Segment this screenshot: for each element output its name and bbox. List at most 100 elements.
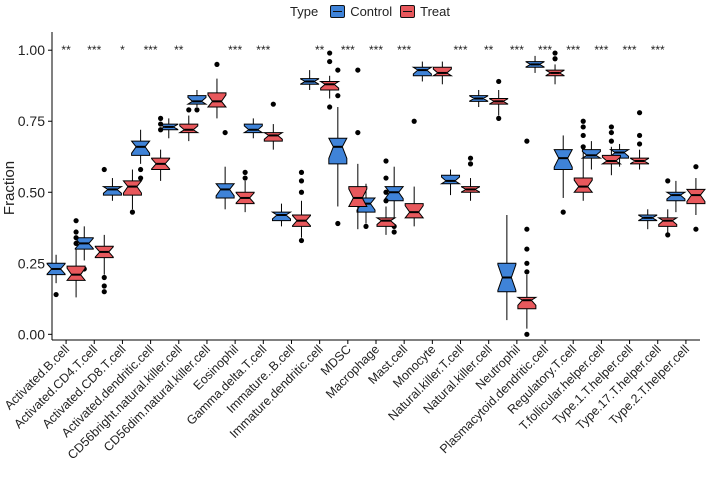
box-body	[411, 66, 434, 77]
box-body	[178, 123, 200, 134]
outlier-point	[335, 93, 341, 99]
outlier-point	[242, 175, 248, 181]
box-body	[439, 174, 462, 185]
box-treat	[94, 166, 114, 295]
outlier-point	[636, 132, 643, 139]
outlier-point	[222, 129, 228, 136]
outlier-point	[580, 144, 586, 150]
box-treat	[600, 124, 623, 176]
outlier-point	[580, 132, 586, 139]
box-control	[159, 118, 179, 139]
outlier-point	[270, 101, 276, 107]
box-treat	[545, 50, 565, 85]
box-body	[580, 149, 603, 159]
outlier-point	[383, 198, 389, 204]
outlier-point	[636, 110, 643, 116]
box-treat	[347, 67, 368, 230]
significance-label: ***	[256, 43, 270, 57]
box-body	[347, 186, 368, 207]
box-body	[270, 211, 293, 222]
significance-label: ***	[566, 43, 580, 57]
outlier-point	[73, 229, 79, 235]
significance-label: ***	[594, 43, 608, 57]
outlier-point	[411, 118, 417, 124]
box-treat	[657, 178, 679, 238]
legend-title: Type	[290, 3, 319, 19]
outlier-point	[129, 209, 136, 215]
box-treat	[489, 78, 509, 121]
box-body	[384, 186, 405, 202]
significance-label: **	[61, 43, 71, 57]
box-control	[130, 129, 151, 181]
legend-key-treat	[400, 4, 416, 18]
box-treat	[291, 169, 311, 244]
legend-key-control	[330, 4, 346, 18]
outlier-point	[355, 129, 361, 136]
significance-label: ***	[510, 43, 524, 57]
outlier-point	[214, 61, 220, 68]
significance-label: ***	[651, 43, 665, 57]
outlier-point	[327, 104, 333, 110]
box-treat	[66, 218, 87, 298]
box-body	[101, 186, 124, 196]
outlier-point	[524, 226, 530, 232]
box-treat	[404, 118, 425, 227]
legend-label-treat: Treat	[420, 3, 450, 19]
box-body	[685, 188, 706, 205]
box-control	[439, 169, 462, 196]
box-control	[242, 118, 265, 139]
box-body	[573, 177, 594, 193]
outlier-point	[383, 158, 389, 164]
box-body	[262, 132, 285, 142]
outlier-point	[186, 107, 192, 113]
y-axis-title: Fraction	[1, 161, 18, 215]
significance-label: ***	[228, 43, 242, 57]
outlier-point	[608, 129, 614, 136]
box-control	[411, 61, 434, 82]
significance-label: ***	[454, 43, 468, 57]
box-treat	[178, 107, 200, 142]
box-treat	[516, 138, 538, 337]
box-body	[242, 123, 265, 134]
box-control	[469, 89, 489, 108]
box-body	[327, 137, 348, 165]
box-treat	[573, 118, 594, 201]
box-control	[638, 209, 658, 230]
significance-label: ***	[538, 43, 552, 57]
box-body	[431, 66, 454, 77]
outlier-point	[665, 178, 671, 184]
outlier-point	[101, 289, 107, 295]
outlier-point	[496, 78, 502, 85]
box-treat	[235, 169, 255, 213]
box-body	[600, 154, 623, 165]
outlier-point	[560, 209, 566, 215]
outlier-point	[636, 141, 643, 147]
significance-label: ***	[144, 43, 158, 57]
outlier-point	[101, 283, 107, 289]
outlier-point	[242, 169, 248, 175]
legend-label-control: Control	[350, 3, 393, 19]
box-treat	[630, 110, 650, 170]
outlier-point	[552, 56, 558, 62]
outlier-point	[496, 115, 502, 121]
outlier-point	[327, 50, 333, 56]
outlier-point	[298, 189, 305, 195]
box-body	[66, 265, 87, 281]
outlier-point	[665, 232, 671, 238]
significance-label: ***	[341, 43, 355, 57]
significance-label: ***	[397, 43, 411, 57]
outlier-point	[363, 223, 369, 229]
outlier-point	[355, 67, 361, 73]
outlier-point	[524, 331, 530, 337]
box-body	[186, 95, 208, 105]
box-treat	[206, 61, 227, 119]
box-body	[404, 203, 425, 219]
box-treat	[461, 155, 481, 201]
box-body	[318, 80, 341, 91]
box-control	[497, 214, 517, 321]
y-tick-label: 1.00	[18, 42, 45, 58]
outlier-point	[73, 218, 79, 224]
box-body	[665, 191, 687, 202]
box-body	[206, 92, 227, 108]
outlier-point	[391, 229, 397, 235]
